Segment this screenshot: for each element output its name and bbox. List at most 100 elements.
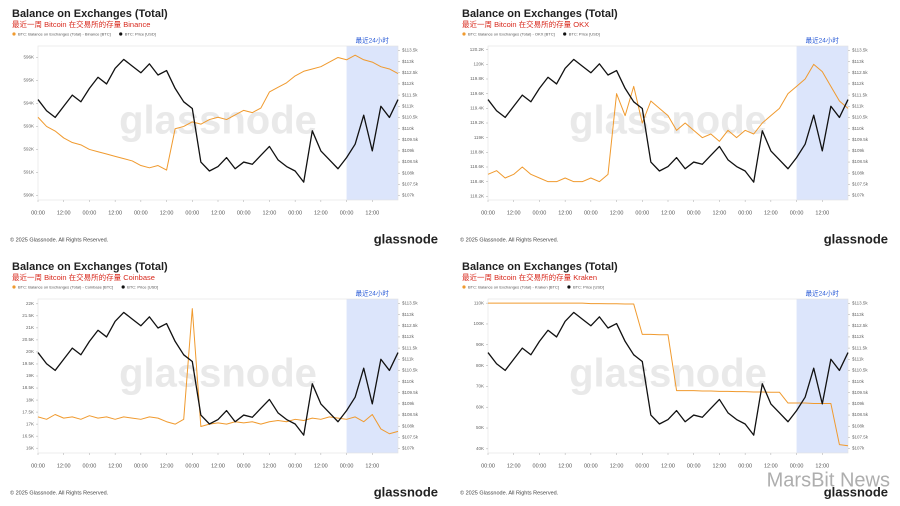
legend-label: BTC: Price [USD] xyxy=(569,32,600,37)
legend-label: BTC: Price [USD] xyxy=(573,285,604,290)
y2-tick-label: $112k xyxy=(852,81,865,86)
y2-tick-label: $112k xyxy=(402,81,415,86)
y-tick-label: 17K xyxy=(26,421,34,426)
y2-tick-label: $113k xyxy=(402,59,415,64)
chart-subtitle: 最近一周 Bitcoin 在交易所的存量 Coinbase xyxy=(12,272,155,282)
legend-marker xyxy=(462,32,466,36)
legend-marker xyxy=(119,32,123,36)
x-tick-label: 12:00 xyxy=(57,210,71,216)
brand-logo: glassnode xyxy=(374,484,438,499)
x-tick-label: 00:00 xyxy=(738,463,752,469)
legend-label: BTC: Price [USD] xyxy=(125,32,156,37)
y2-tick-label: $110.5k xyxy=(402,368,418,373)
x-tick-label: 00:00 xyxy=(687,210,701,216)
x-tick-label: 00:00 xyxy=(83,210,97,216)
x-tick-label: 12:00 xyxy=(314,210,328,216)
y2-tick-label: $107.5k xyxy=(852,182,869,187)
x-tick-label: 00:00 xyxy=(584,463,598,469)
x-tick-label: 12:00 xyxy=(558,210,572,216)
x-tick-label: 12:00 xyxy=(815,463,829,469)
y2-tick-label: $111.5k xyxy=(402,345,418,350)
y-tick-label: 18.5K xyxy=(22,385,34,390)
highlight-label: 最近24小时 xyxy=(806,289,840,298)
y2-tick-label: $108.5k xyxy=(402,159,419,164)
y-tick-label: 593K xyxy=(23,124,34,129)
series-line xyxy=(37,54,399,171)
y2-tick-label: $110k xyxy=(402,126,415,131)
y-tick-label: 18K xyxy=(26,397,34,402)
x-tick-label: 12:00 xyxy=(108,210,122,216)
series-line xyxy=(487,63,849,183)
x-tick-label: 12:00 xyxy=(108,463,122,469)
y2-tick-label: $111k xyxy=(402,356,414,361)
legend-marker xyxy=(462,285,466,289)
x-tick-label: 12:00 xyxy=(713,463,727,469)
legend-marker xyxy=(12,32,16,36)
x-tick-label: 12:00 xyxy=(314,463,328,469)
x-tick-label: 00:00 xyxy=(237,463,251,469)
brand-watermark: glassnode xyxy=(119,99,317,143)
x-tick-label: 12:00 xyxy=(713,210,727,216)
legend-marker xyxy=(567,285,571,289)
y2-tick-label: $108k xyxy=(402,170,415,175)
y2-tick-label: $107k xyxy=(852,446,865,451)
series-line xyxy=(37,308,399,435)
x-tick-label: 00:00 xyxy=(288,463,302,469)
series-line xyxy=(488,302,849,447)
y-tick-label: 19.5K xyxy=(22,361,34,366)
y2-tick-label: $112k xyxy=(852,334,865,339)
x-tick-label: 12:00 xyxy=(815,210,829,216)
x-tick-label: 00:00 xyxy=(533,210,547,216)
y-tick-label: 596K xyxy=(23,55,34,60)
x-tick-label: 12:00 xyxy=(610,210,624,216)
highlight-band xyxy=(796,46,848,200)
y2-tick-label: $112.5k xyxy=(852,70,868,75)
x-tick-label: 00:00 xyxy=(83,463,97,469)
highlight-band xyxy=(346,46,398,200)
y-tick-label: 118.2K xyxy=(470,194,484,199)
x-tick-label: 12:00 xyxy=(507,463,521,469)
y-tick-label: 120.2K xyxy=(470,47,484,52)
y2-tick-label: $108.5k xyxy=(402,412,419,417)
y2-tick-label: $110.5k xyxy=(852,368,868,373)
y2-tick-label: $112.5k xyxy=(402,70,418,75)
legend-label: BTC: Balance on Exchanges (Total) - Krak… xyxy=(468,285,559,290)
y-tick-label: 590K xyxy=(23,193,34,198)
y2-tick-label: $113.5k xyxy=(402,301,418,306)
y-tick-label: 90K xyxy=(476,342,484,347)
y-tick-label: 20.5K xyxy=(22,337,34,342)
brand-logo: glassnode xyxy=(374,231,438,246)
y2-tick-label: $109.5k xyxy=(402,137,419,142)
y-tick-label: 118.4K xyxy=(470,179,484,184)
y2-tick-label: $113.5k xyxy=(852,48,868,53)
x-tick-label: 00:00 xyxy=(687,463,701,469)
y-tick-label: 70K xyxy=(476,384,484,389)
y2-tick-label: $108k xyxy=(402,423,415,428)
x-tick-label: 12:00 xyxy=(57,463,71,469)
chart-panel: Balance on Exchanges (Total)最近一周 Bitcoin… xyxy=(10,261,438,500)
x-tick-label: 12:00 xyxy=(263,210,277,216)
x-tick-label: 00:00 xyxy=(738,210,752,216)
chart-panel: Balance on Exchanges (Total)最近一周 Bitcoin… xyxy=(460,8,888,247)
legend-label: BTC: Balance on Exchanges (Total) - Coin… xyxy=(18,285,113,290)
y2-tick-label: $109k xyxy=(852,148,865,153)
x-tick-label: 12:00 xyxy=(764,463,778,469)
x-tick-label: 00:00 xyxy=(340,210,354,216)
x-tick-label: 00:00 xyxy=(134,210,148,216)
x-tick-label: 00:00 xyxy=(584,210,598,216)
y2-tick-label: $112.5k xyxy=(852,323,868,328)
y-tick-label: 100K xyxy=(473,321,484,326)
highlight-band xyxy=(796,299,848,453)
x-tick-label: 00:00 xyxy=(134,463,148,469)
y2-tick-label: $109k xyxy=(402,148,415,153)
chart-panel: Balance on Exchanges (Total)最近一周 Bitcoin… xyxy=(460,261,888,500)
y2-tick-label: $113.5k xyxy=(402,48,418,53)
x-tick-label: 12:00 xyxy=(263,463,277,469)
y-tick-label: 591K xyxy=(23,170,34,175)
y2-tick-label: $113k xyxy=(852,312,865,317)
y2-tick-label: $107k xyxy=(852,193,865,198)
y-tick-label: 119K xyxy=(474,135,484,140)
y2-tick-label: $113k xyxy=(852,59,865,64)
y2-tick-label: $109.5k xyxy=(852,390,869,395)
